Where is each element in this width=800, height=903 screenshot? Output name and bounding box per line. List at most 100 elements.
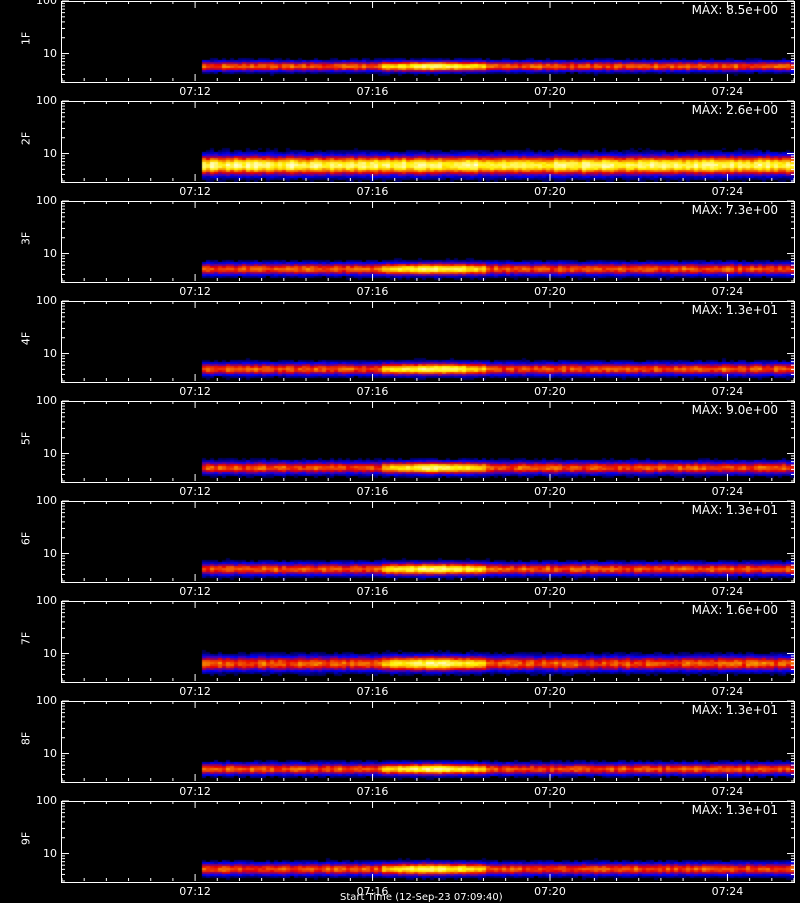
y-tick-label: 10 bbox=[43, 146, 57, 160]
x-tick-label: 07:16 bbox=[356, 685, 389, 698]
detector-label: 1F bbox=[19, 31, 33, 46]
x-tick-label: 07:16 bbox=[356, 385, 389, 398]
max-label: MAX: 2.6e+00 bbox=[691, 103, 778, 117]
detector-label: 3F bbox=[19, 231, 33, 246]
x-tick-label: 07:12 bbox=[179, 785, 211, 798]
y-tick-label: 10 bbox=[43, 646, 57, 660]
plot-area bbox=[61, 501, 795, 583]
x-tick-label: 07:20 bbox=[534, 85, 566, 98]
x-tick-label: 07:12 bbox=[179, 885, 211, 898]
y-tick-label: 100 bbox=[36, 394, 57, 407]
y-tick-label: 10 bbox=[43, 846, 57, 860]
plot-area bbox=[61, 701, 795, 783]
x-tick-label: 07:16 bbox=[356, 785, 389, 798]
plot-area bbox=[61, 1, 795, 83]
max-label: MAX: 1.3e+01 bbox=[691, 503, 778, 517]
x-axis-title: Start Time (12-Sep-23 07:09:40) bbox=[340, 892, 503, 903]
max-label: MAX: 9.0e+00 bbox=[691, 403, 778, 417]
detector-label: 7F bbox=[19, 631, 33, 646]
panel-9f: MAX: 1.3e+01 9F 100 10 07:12 07:16 07:20 07:24 bbox=[0, 794, 800, 900]
y-tick-label: 10 bbox=[43, 546, 57, 560]
panel-3f: MAX: 7.3e+00 3F 100 10 07:12 07:16 07:20 07:24 bbox=[0, 194, 800, 300]
plot-area bbox=[61, 301, 795, 383]
panel-1f: MAX: 8.5e+00 1F 100 10 07:12 07:16 07:20 07:24 bbox=[0, 0, 800, 100]
y-tick-label: 10 bbox=[43, 346, 57, 360]
y-tick-label: 10 bbox=[43, 246, 57, 260]
x-tick-label: 07:20 bbox=[534, 485, 566, 498]
spectrogram-image bbox=[62, 102, 794, 182]
x-tick-label: 07:12 bbox=[179, 385, 211, 398]
x-tick-label: 07:16 bbox=[356, 885, 389, 898]
max-label: MAX: 1.3e+01 bbox=[691, 803, 778, 817]
x-tick-label: 07:24 bbox=[711, 485, 744, 498]
x-tick-label: 07:24 bbox=[711, 285, 744, 298]
x-tick-label: 07:16 bbox=[356, 85, 389, 98]
x-tick-label: 07:24 bbox=[711, 585, 744, 598]
x-tick-label: 07:12 bbox=[179, 685, 211, 698]
y-tick-label: 100 bbox=[36, 694, 57, 707]
x-tick-label: 07:20 bbox=[534, 585, 566, 598]
x-tick-label: 07:20 bbox=[534, 285, 566, 298]
x-tick-label: 07:24 bbox=[711, 85, 744, 98]
y-tick-label: 10 bbox=[43, 46, 57, 60]
x-tick-label: 07:16 bbox=[356, 185, 389, 198]
y-tick-label: 100 bbox=[36, 794, 57, 807]
x-tick-label: 07:20 bbox=[534, 385, 566, 398]
detector-label: 8F bbox=[19, 731, 33, 746]
x-tick-label: 07:12 bbox=[179, 585, 211, 598]
spectrogram-image bbox=[62, 302, 794, 382]
max-label: MAX: 1.3e+01 bbox=[691, 303, 778, 317]
y-tick-label: 100 bbox=[36, 0, 57, 7]
plot-area bbox=[61, 201, 795, 283]
detector-label: 9F bbox=[19, 831, 33, 846]
spectrogram-image bbox=[62, 2, 794, 82]
plot-area bbox=[61, 601, 795, 683]
y-tick-label: 100 bbox=[36, 194, 57, 207]
panel-8f: MAX: 1.3e+01 8F 100 10 07:12 07:16 07:20 07:24 bbox=[0, 694, 800, 800]
plot-area bbox=[61, 101, 795, 183]
x-tick-label: 07:20 bbox=[534, 785, 566, 798]
spectrogram-image bbox=[62, 202, 794, 282]
x-tick-label: 07:12 bbox=[179, 185, 211, 198]
panel-5f: MAX: 9.0e+00 5F 100 10 07:12 07:16 07:20 07:24 bbox=[0, 394, 800, 500]
panel-2f: MAX: 2.6e+00 2F 100 10 07:12 07:16 07:20 07:24 bbox=[0, 94, 800, 200]
panel-6f: MAX: 1.3e+01 6F 100 10 07:12 07:16 07:20 07:24 bbox=[0, 494, 800, 600]
plot-area bbox=[61, 401, 795, 483]
plot-area bbox=[61, 801, 795, 883]
panel-4f: MAX: 1.3e+01 4F 100 10 07:12 07:16 07:20 07:24 bbox=[0, 294, 800, 400]
y-tick-label: 10 bbox=[43, 446, 57, 460]
detector-label: 5F bbox=[19, 431, 33, 446]
y-tick-label: 100 bbox=[36, 594, 57, 607]
x-tick-label: 07:12 bbox=[179, 85, 211, 98]
panel-7f: MAX: 1.6e+00 7F 100 10 07:12 07:16 07:20 07:24 bbox=[0, 594, 800, 700]
detector-label: 2F bbox=[19, 131, 33, 146]
x-tick-label: 07:12 bbox=[179, 285, 211, 298]
x-tick-label: 07:16 bbox=[356, 585, 389, 598]
y-tick-label: 100 bbox=[36, 294, 57, 307]
x-tick-label: 07:24 bbox=[711, 785, 744, 798]
max-label: MAX: 8.5e+00 bbox=[691, 3, 778, 17]
x-tick-label: 07:24 bbox=[711, 885, 744, 898]
y-tick-label: 100 bbox=[36, 94, 57, 107]
x-tick-label: 07:16 bbox=[356, 485, 389, 498]
x-tick-label: 07:24 bbox=[711, 685, 744, 698]
x-tick-label: 07:16 bbox=[356, 285, 389, 298]
detector-label: 4F bbox=[19, 331, 33, 346]
spectrogram-image bbox=[62, 702, 794, 782]
spectrogram-image bbox=[62, 802, 794, 882]
x-tick-label: 07:20 bbox=[534, 185, 566, 198]
spectrogram-image bbox=[62, 602, 794, 682]
detector-label: 6F bbox=[19, 531, 33, 546]
x-tick-label: 07:12 bbox=[179, 485, 211, 498]
y-tick-label: 10 bbox=[43, 746, 57, 760]
x-tick-label: 07:20 bbox=[534, 885, 566, 898]
max-label: MAX: 1.3e+01 bbox=[691, 703, 778, 717]
max-label: MAX: 7.3e+00 bbox=[691, 203, 778, 217]
x-tick-label: 07:20 bbox=[534, 685, 566, 698]
spectrogram-image bbox=[62, 502, 794, 582]
max-label: MAX: 1.6e+00 bbox=[691, 603, 778, 617]
x-tick-label: 07:24 bbox=[711, 185, 744, 198]
x-tick-label: 07:24 bbox=[711, 385, 744, 398]
spectrogram-image bbox=[62, 402, 794, 482]
